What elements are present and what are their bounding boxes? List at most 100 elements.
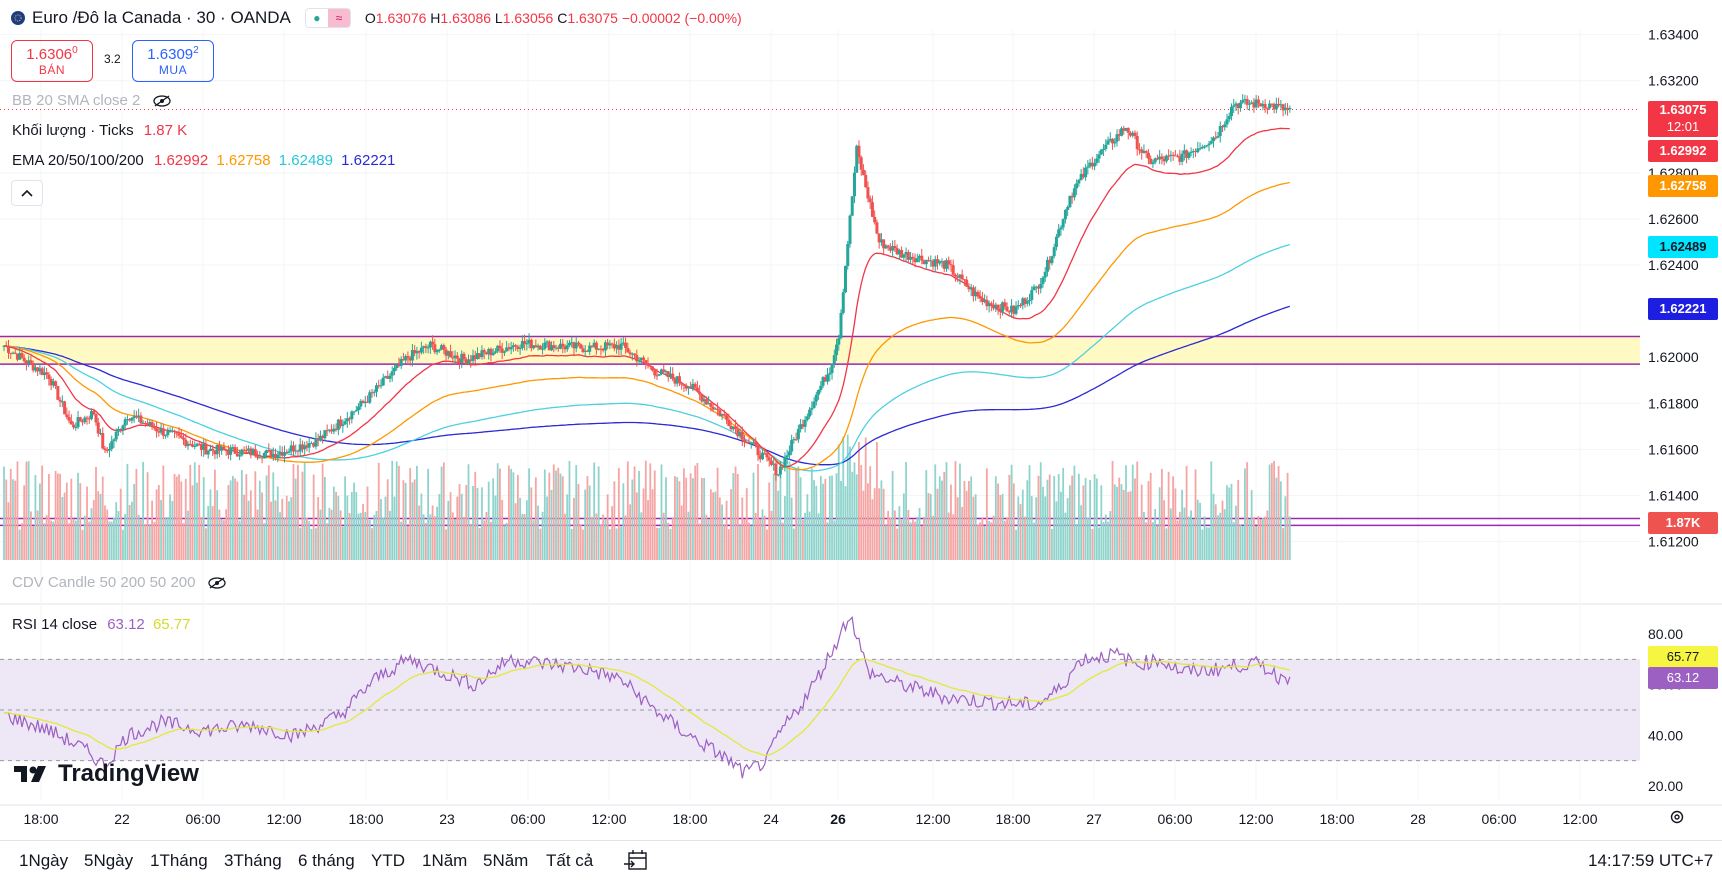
candle-body [864, 174, 868, 188]
range-all-button[interactable]: Tất cả [546, 851, 594, 870]
candle-body [496, 345, 500, 352]
rsi-legend[interactable]: RSI 14 close 63.12 65.77 [12, 616, 191, 633]
volume-bar [436, 506, 438, 560]
candle-body [15, 353, 19, 360]
candle-body [1164, 155, 1168, 162]
candle-body [704, 399, 708, 405]
volume-bar [1082, 485, 1085, 560]
clock-display[interactable]: 14:17:59 UTC+7 [1588, 851, 1714, 870]
volume-bar [115, 502, 118, 560]
candle-body [1277, 103, 1281, 106]
volume-bar [503, 525, 506, 560]
settings-gear-icon[interactable] [1668, 808, 1686, 826]
candle-body [379, 385, 383, 387]
collapse-legend-button[interactable] [11, 180, 43, 206]
volume-bar [918, 508, 921, 560]
candle-body [1075, 183, 1079, 189]
volume-bar [187, 510, 189, 560]
range-1y-button[interactable]: 1Năm [422, 851, 468, 870]
range-1d-button[interactable]: 1Ngày [19, 851, 69, 870]
volume-bar [306, 517, 308, 560]
candle-body [498, 345, 502, 349]
volume-bar [714, 491, 717, 560]
hidden-eye-icon[interactable] [207, 577, 226, 589]
range-ytd-button[interactable]: YTD [371, 851, 405, 870]
volume-bar [50, 520, 53, 560]
volume-bar [243, 494, 246, 560]
bb-legend[interactable]: BB 20 SMA close 2 [12, 92, 171, 109]
candle-body [1124, 127, 1128, 131]
volume-bar [905, 461, 907, 560]
candle-body [740, 432, 744, 440]
volume-bar [1030, 496, 1033, 560]
buy-button[interactable]: 1.63092 MUA [132, 40, 214, 82]
volume-bar [375, 510, 378, 560]
candle-body [511, 345, 515, 347]
volume-bar [56, 473, 59, 560]
volume-bar [166, 516, 169, 560]
candle-body [630, 353, 634, 355]
range-6m-button[interactable]: 6 tháng [298, 851, 355, 870]
status-pill[interactable]: ● ≈ [304, 8, 351, 28]
range-3m-button[interactable]: 3Tháng [224, 851, 282, 870]
volume-bar [705, 514, 708, 560]
candle-body [208, 448, 212, 451]
volume-bar [606, 494, 609, 560]
candle-body [1016, 305, 1020, 307]
candle-body [969, 287, 973, 290]
volume-bar [32, 525, 35, 560]
candle-body [366, 401, 370, 403]
candle-body [756, 445, 760, 456]
candle-body [778, 466, 782, 475]
candle-body [1106, 140, 1110, 145]
range-5y-button[interactable]: 5Năm [483, 851, 529, 870]
candle-body [305, 445, 309, 448]
candle-body [103, 448, 107, 451]
volume-bar [1190, 510, 1192, 560]
range-5d-button[interactable]: 5Ngày [84, 851, 134, 870]
candle-body [1209, 141, 1213, 144]
volume-bar [1230, 483, 1233, 560]
symbol-title[interactable]: Euro /Đô la Canada · 30 · OANDA [32, 8, 291, 27]
range-1m-button[interactable]: 1Tháng [150, 851, 208, 870]
candle-body [958, 274, 962, 278]
volume-bar [965, 490, 968, 560]
volume-legend[interactable]: Khối lượng · Ticks 1.87 K [12, 122, 188, 139]
volume-bar [261, 492, 263, 560]
candle-body [150, 422, 154, 428]
sell-button[interactable]: 1.63060 BÁN [11, 40, 93, 82]
volume-bar [1019, 504, 1022, 560]
tradingview-logo[interactable]: TradingView [14, 760, 199, 788]
volume-bar [1039, 462, 1042, 560]
candle-body [170, 430, 174, 432]
volume-bar [577, 483, 580, 560]
volume-bar [775, 473, 777, 560]
hidden-eye-icon[interactable] [152, 95, 171, 107]
volume-bar [983, 526, 986, 560]
candle-body [743, 439, 747, 443]
volume-bar [1232, 522, 1235, 560]
candle-body [931, 260, 935, 267]
chart-canvas[interactable]: 1.634001.632001.628001.626001.624001.620… [0, 0, 1722, 840]
candle-body [4, 345, 8, 347]
volume-bar [620, 526, 622, 560]
candle-body [996, 304, 1000, 309]
volume-bar [510, 468, 513, 560]
volume-bar [968, 481, 970, 560]
volume-bar [108, 521, 111, 560]
candle-body [758, 455, 762, 460]
candle-body [428, 341, 432, 348]
volume-bar [1037, 475, 1040, 560]
volume-bar [1174, 488, 1177, 560]
volume-bar [254, 471, 257, 560]
candle-body [949, 264, 953, 266]
ema-legend[interactable]: EMA 20/50/100/200 1.62992 1.62758 1.6248… [12, 152, 396, 169]
volume-bar [315, 528, 317, 560]
candle-body [695, 387, 699, 392]
time-tick-label: 06:00 [1157, 811, 1192, 827]
cdv-legend[interactable]: CDV Candle 50 200 50 200 [12, 574, 226, 591]
calendar-goto-icon[interactable] [624, 850, 648, 872]
candle-body [18, 353, 22, 360]
volume-bar [972, 496, 975, 560]
volume-bar [274, 500, 277, 560]
